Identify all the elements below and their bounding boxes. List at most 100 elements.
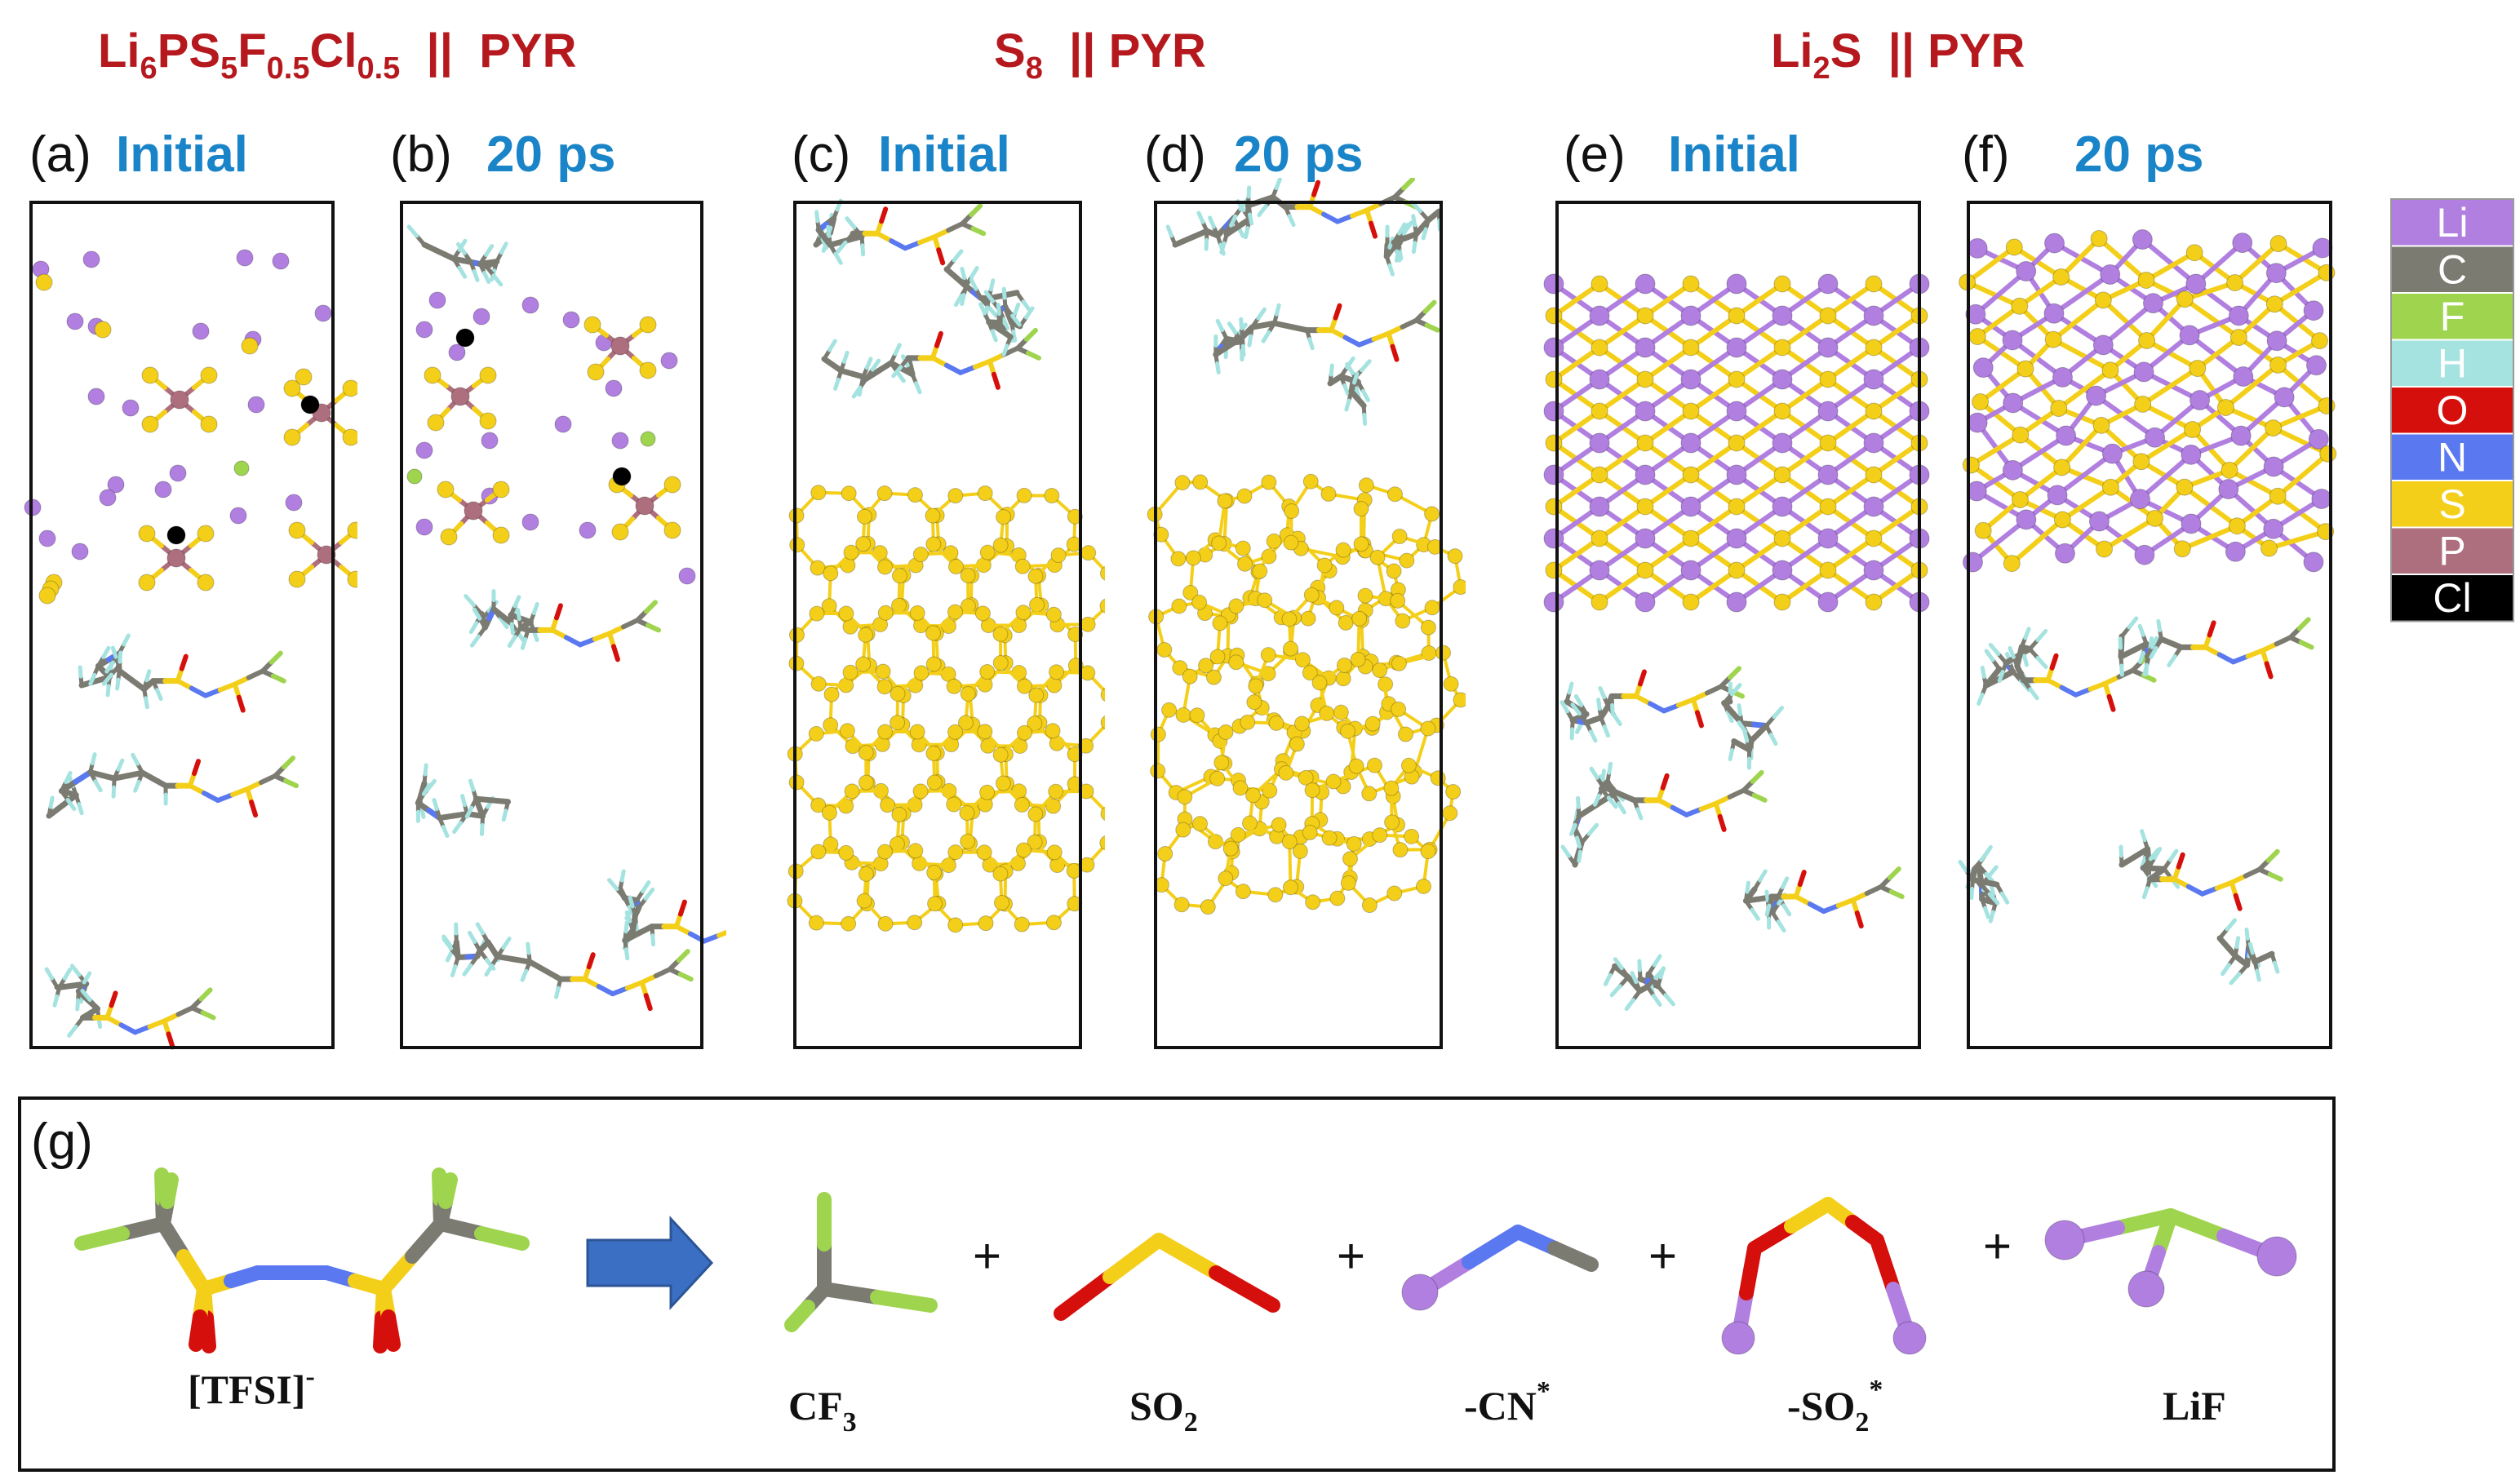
atom <box>82 250 100 268</box>
atom <box>1295 652 1311 668</box>
atom <box>992 746 1009 763</box>
bond <box>472 607 482 621</box>
bond <box>610 986 630 997</box>
bond <box>851 385 863 399</box>
atom <box>272 252 290 270</box>
bond <box>1307 204 1327 217</box>
atom <box>1636 434 1654 452</box>
bond <box>90 752 97 766</box>
atom <box>2226 274 2244 292</box>
atom <box>1302 665 1318 681</box>
panel-f-structure <box>1958 229 2337 986</box>
bond <box>1574 720 1584 734</box>
bond <box>2059 684 2079 698</box>
bond <box>2255 968 2261 982</box>
bond <box>2148 848 2160 862</box>
atom <box>99 489 117 507</box>
atom <box>1386 486 1403 503</box>
bond <box>520 968 529 982</box>
bond <box>553 603 563 621</box>
bond <box>761 917 772 922</box>
atom <box>808 725 824 742</box>
atom <box>1819 561 1837 579</box>
bond <box>441 825 450 839</box>
atom <box>1211 535 1227 552</box>
atom <box>2100 264 2121 285</box>
atom <box>925 745 942 761</box>
atom <box>2132 453 2150 471</box>
atom <box>1424 506 1440 522</box>
atom <box>823 686 840 702</box>
atom <box>317 545 336 565</box>
atom <box>347 570 357 588</box>
atom <box>1266 533 1282 549</box>
bond <box>484 244 495 258</box>
atom <box>1589 432 1610 454</box>
atom <box>1589 369 1610 390</box>
atom <box>1302 824 1318 840</box>
atom <box>979 544 996 560</box>
atom <box>1726 273 1747 295</box>
bond <box>1577 849 1582 863</box>
bond <box>875 231 894 244</box>
atom <box>957 715 974 731</box>
atom <box>947 917 964 933</box>
bond <box>2150 636 2159 649</box>
svg-text:(f): (f) <box>1962 126 2010 183</box>
svg-text:20 ps: 20 ps <box>1234 126 1364 183</box>
bond <box>1288 839 1293 889</box>
bond <box>1350 207 1370 219</box>
bond <box>462 963 473 977</box>
atom <box>1014 796 1030 813</box>
atom <box>448 343 466 361</box>
atom <box>2265 419 2283 437</box>
atom <box>2260 539 2278 557</box>
bond <box>870 358 881 372</box>
bond <box>1010 313 1022 327</box>
atom <box>678 567 696 585</box>
atom <box>1335 542 1351 558</box>
atom <box>927 896 943 912</box>
bond <box>373 1310 389 1353</box>
bond <box>101 645 111 659</box>
bond <box>198 987 213 1002</box>
atom <box>464 501 483 521</box>
bond <box>1728 747 1734 761</box>
bond <box>144 669 152 683</box>
atom <box>2179 325 2200 346</box>
bond <box>1307 337 1315 351</box>
bond <box>1690 690 1710 702</box>
svg-text:Initial: Initial <box>116 126 248 183</box>
atom <box>2101 443 2123 464</box>
atom <box>1015 842 1032 858</box>
bond <box>1758 869 1768 883</box>
bond <box>957 364 978 375</box>
bond <box>969 277 978 291</box>
bond <box>2265 848 2280 863</box>
atom <box>1340 875 1356 891</box>
bond <box>610 644 620 662</box>
bond <box>814 210 820 224</box>
bond <box>1850 891 1870 903</box>
atom <box>1680 369 1701 390</box>
atom <box>1175 822 1191 838</box>
bond <box>2008 645 2016 659</box>
atom <box>858 866 874 882</box>
bond <box>2045 677 2065 690</box>
atom <box>1342 851 1358 867</box>
bond <box>1988 643 2001 657</box>
atom <box>926 774 943 791</box>
atom <box>2134 395 2152 413</box>
atom <box>1392 842 1409 858</box>
atom <box>1369 549 1386 565</box>
atom <box>521 513 539 531</box>
atom <box>996 509 1012 525</box>
atom <box>2274 387 2295 408</box>
atom <box>38 529 56 547</box>
atom <box>947 559 964 575</box>
bond <box>554 986 561 999</box>
panel-b-structure <box>406 224 772 1012</box>
atom <box>428 291 446 309</box>
legend-frame <box>2390 198 2514 622</box>
atom <box>1348 758 1364 774</box>
